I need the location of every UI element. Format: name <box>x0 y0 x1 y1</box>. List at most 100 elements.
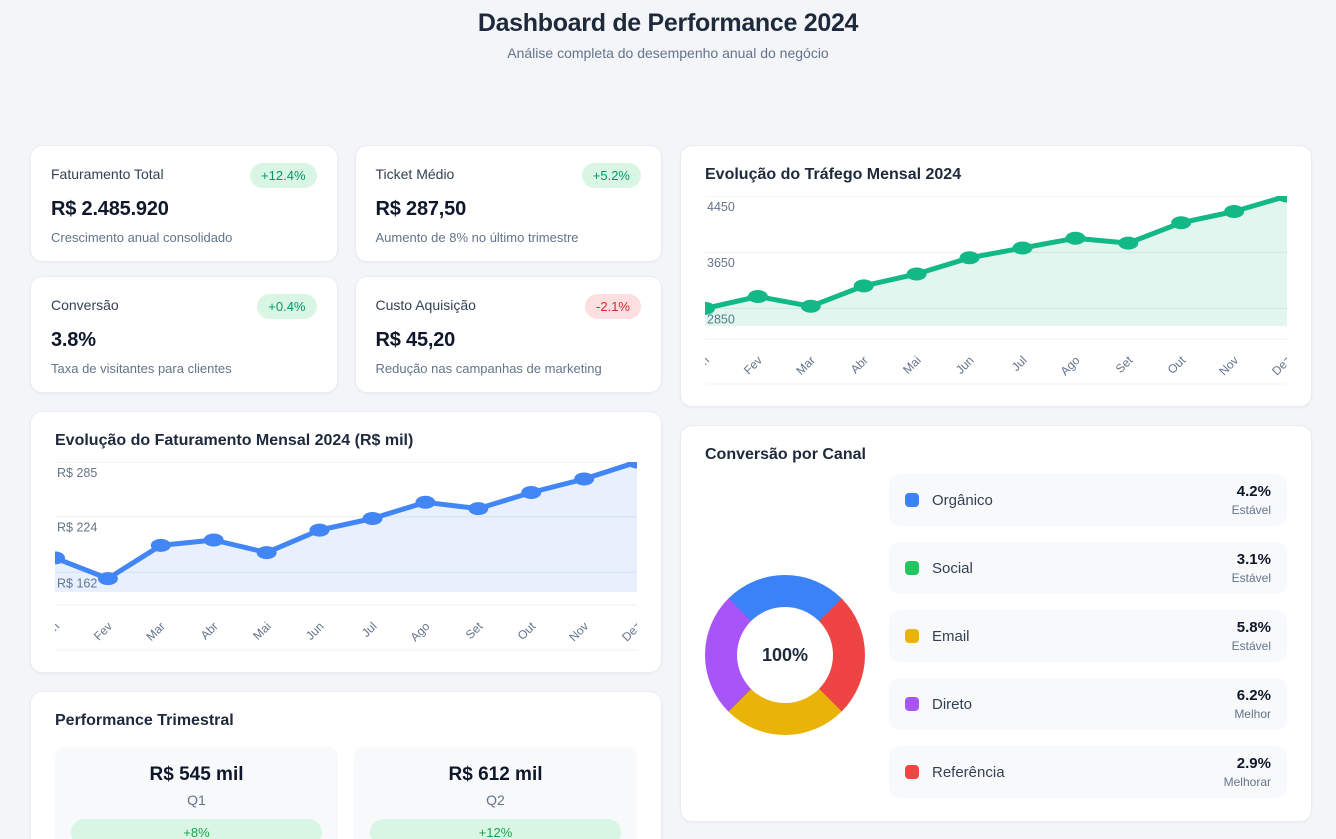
svg-text:Dez: Dez <box>1269 353 1287 378</box>
page-title: Dashboard de Performance 2024 <box>477 9 859 37</box>
direto-swatch-icon <box>905 697 919 711</box>
traffic-chart-card: Evolução do Tráfego Mensal 2024 4450 3650… <box>680 145 1312 407</box>
svg-text:4450: 4450 <box>707 200 735 214</box>
channels-legend: Orgânico 4.2% Estável Social <box>889 474 1287 798</box>
email-swatch-icon <box>905 629 919 643</box>
svg-text:Jul: Jul <box>359 619 380 640</box>
svg-text:Out: Out <box>1165 353 1189 377</box>
quarter-value: R$ 545 mil <box>149 764 244 785</box>
channel-status: Melhor <box>1234 707 1271 721</box>
left-column: Faturamento Total +12.4% R$ 2.485.920 Cr… <box>30 145 662 839</box>
donut-center-label: 100% <box>761 644 809 665</box>
svg-text:Nov: Nov <box>566 619 591 644</box>
svg-text:Mar: Mar <box>793 353 818 378</box>
svg-text:2850: 2850 <box>707 312 735 326</box>
organico-swatch-icon <box>905 493 919 507</box>
channels-card: Conversão por Canal 100% Orgânico <box>680 425 1312 822</box>
svg-text:3650: 3650 <box>707 256 735 270</box>
channel-status: Estável <box>1231 639 1271 653</box>
svg-text:Mai: Mai <box>900 353 924 377</box>
svg-text:Jun: Jun <box>953 353 977 377</box>
kpi-value: R$ 2.485.920 <box>51 198 169 220</box>
legend-row-referencia: Referência 2.9% Melhorar <box>889 746 1287 798</box>
svg-text:R$ 224: R$ 224 <box>57 521 97 535</box>
channel-value: 4.2% <box>1236 483 1271 500</box>
traffic-area-chart[interactable]: 4450 3650 2850 Jan Fev Mar Abr Mai Jun Jul Ago Set O… <box>705 196 1287 388</box>
legend-row-email: Email 5.8% Estável <box>889 610 1287 662</box>
channel-status: Estável <box>1231 503 1271 517</box>
legend-row-social: Social 3.1% Estável <box>889 542 1287 594</box>
svg-text:Out: Out <box>515 619 539 643</box>
page-header: Dashboard de Performance 2024 Análise co… <box>30 0 1306 64</box>
svg-text:Abr: Abr <box>848 353 871 376</box>
quarterly-title: Performance Trimestral <box>55 712 234 729</box>
page-subtitle: Análise completa do desempenho anual do … <box>507 45 829 61</box>
kpi-card-conversao: Conversão +0.4% 3.8% Taxa de visitantes … <box>30 276 338 393</box>
svg-text:Fev: Fev <box>91 619 115 643</box>
kpi-description: Redução nas campanhas de marketing <box>375 361 602 376</box>
svg-text:Set: Set <box>1113 353 1136 376</box>
channel-value: 6.2% <box>1236 687 1271 704</box>
svg-text:Mai: Mai <box>250 619 274 643</box>
svg-text:Fev: Fev <box>741 353 765 377</box>
quarterly-card: Performance Trimestral R$ 545 mil Q1 +8%… <box>30 691 662 839</box>
right-column: Evolução do Tráfego Mensal 2024 4450 3650… <box>680 145 1312 822</box>
svg-text:R$ 162: R$ 162 <box>57 576 97 590</box>
kpi-description: Aumento de 8% no último trimestre <box>375 230 579 245</box>
kpi-trend-badge: +12.4% <box>250 163 317 188</box>
svg-text:Abr: Abr <box>198 619 221 642</box>
svg-text:Ago: Ago <box>408 619 433 644</box>
quarter-label: Q1 <box>187 792 206 808</box>
quarter-change-badge: +12% <box>370 819 621 839</box>
channel-name: Referência <box>932 763 1005 781</box>
kpi-description: Taxa de visitantes para clientes <box>51 361 232 376</box>
svg-text:Jun: Jun <box>303 619 327 643</box>
svg-text:Set: Set <box>463 619 486 642</box>
kpi-trend-badge: +5.2% <box>581 163 641 188</box>
kpi-description: Crescimento anual consolidado <box>51 230 233 245</box>
kpi-trend-badge: +0.4% <box>257 294 317 319</box>
quarterly-grid: R$ 545 mil Q1 +8% R$ 612 mil Q2 +12% <box>55 747 637 839</box>
quarter-tile-q1: R$ 545 mil Q1 +8% <box>55 747 338 839</box>
kpi-label: Faturamento Total <box>51 166 164 182</box>
kpi-card-ticket-medio: Ticket Médio +5.2% R$ 287,50 Aumento de … <box>354 145 662 262</box>
kpi-value: 3.8% <box>51 329 96 351</box>
svg-text:Jan: Jan <box>705 353 712 377</box>
quarter-change-badge: +8% <box>71 819 322 839</box>
channel-status: Estável <box>1231 571 1271 585</box>
kpi-label: Ticket Médio <box>375 166 455 182</box>
svg-text:Nov: Nov <box>1216 353 1241 378</box>
legend-row-organico: Orgânico 4.2% Estável <box>889 474 1287 526</box>
revenue-chart-card: Evolução do Faturamento Mensal 2024 (R$ … <box>30 411 662 673</box>
kpi-trend-badge: -2.1% <box>585 294 641 319</box>
donut-center: 100% <box>737 607 833 703</box>
svg-text:Dez: Dez <box>619 619 637 644</box>
channel-name: Direto <box>932 695 973 713</box>
quarter-tile-q2: R$ 612 mil Q2 +12% <box>354 747 637 839</box>
channels-title: Conversão por Canal <box>705 446 866 463</box>
kpi-grid: Faturamento Total +12.4% R$ 2.485.920 Cr… <box>30 145 662 393</box>
revenue-area-chart[interactable]: R$ 285 R$ 224 R$ 162 Jan Fev Mar Abr Mai Jun Jul A… <box>55 462 637 654</box>
traffic-chart-title: Evolução do Tráfego Mensal 2024 <box>705 166 962 183</box>
kpi-label: Conversão <box>51 297 119 313</box>
channel-value: 3.1% <box>1236 551 1271 568</box>
kpi-card-faturamento: Faturamento Total +12.4% R$ 2.485.920 Cr… <box>30 145 338 262</box>
svg-text:Jul: Jul <box>1009 353 1030 374</box>
revenue-chart-title: Evolução do Faturamento Mensal 2024 (R$ … <box>55 432 414 449</box>
kpi-card-custo-aquisicao: Custo Aquisição -2.1% R$ 45,20 Redução n… <box>354 276 662 393</box>
referencia-swatch-icon <box>905 765 919 779</box>
quarter-label: Q2 <box>486 792 505 808</box>
donut-chart[interactable]: 100% <box>705 575 865 735</box>
channel-status: Melhorar <box>1223 775 1271 789</box>
social-swatch-icon <box>905 561 919 575</box>
svg-text:Jan: Jan <box>55 619 62 643</box>
svg-text:R$ 285: R$ 285 <box>57 466 97 480</box>
kpi-label: Custo Aquisição <box>375 297 476 313</box>
channel-value: 5.8% <box>1236 619 1271 636</box>
dashboard-grid: Faturamento Total +12.4% R$ 2.485.920 Cr… <box>30 145 1312 839</box>
channel-value: 2.9% <box>1236 755 1271 772</box>
channel-name: Social <box>932 559 973 577</box>
svg-text:Ago: Ago <box>1058 353 1083 378</box>
channel-name: Email <box>932 627 970 645</box>
